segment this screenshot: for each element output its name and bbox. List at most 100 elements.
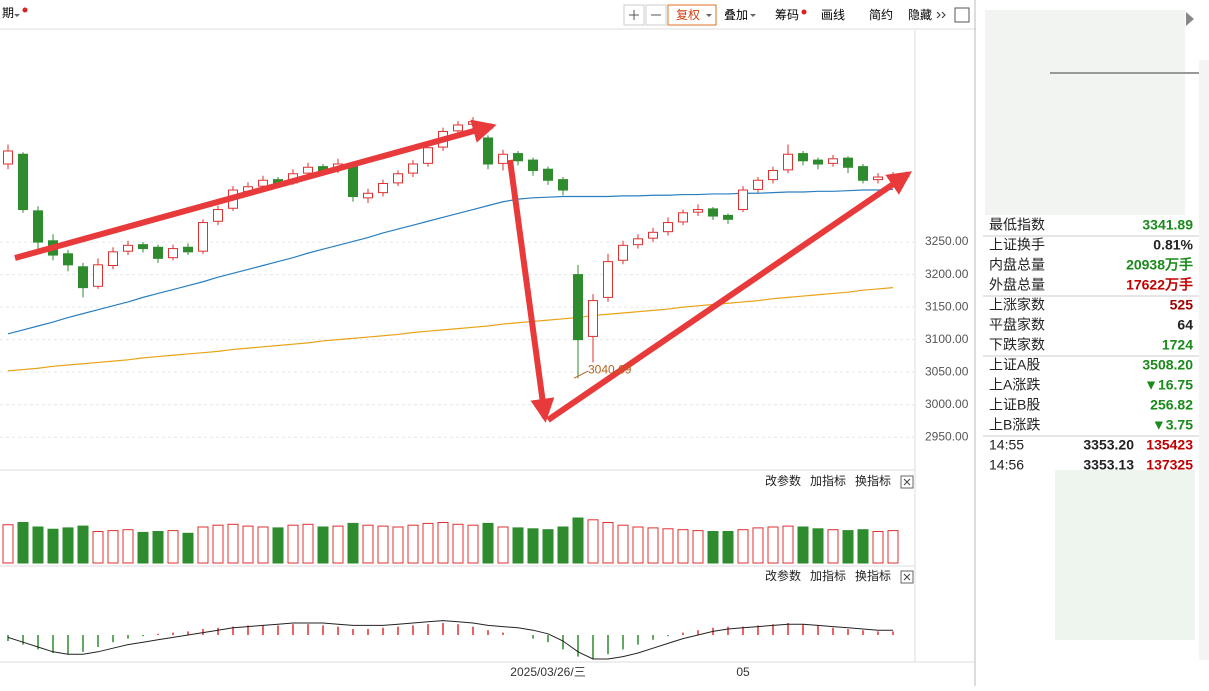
volume-bar (467, 524, 479, 564)
volume-bar (332, 525, 344, 564)
indicator-button[interactable]: 加指标 (810, 568, 846, 583)
volume-bar (752, 527, 764, 564)
volume-bar (677, 529, 689, 564)
low-pointer (573, 370, 589, 379)
volume-bar (2, 524, 14, 564)
tick-time: 14:56 (989, 457, 1024, 473)
volume-bar (872, 531, 884, 564)
y-tick-label: 3000.00 (925, 397, 969, 411)
period-label[interactable]: 期 (2, 6, 14, 20)
quote-value: 1724 (1162, 337, 1193, 353)
quote-value: 64 (1177, 317, 1193, 333)
volume-bar (137, 531, 149, 564)
candle-body (783, 153, 793, 171)
volume-bar (407, 524, 419, 564)
button-label[interactable]: 隐藏 (908, 8, 932, 22)
indicator-button[interactable]: 换指标 (855, 568, 891, 583)
close-icon (903, 478, 911, 486)
quote-label: 上证换手 (989, 237, 1045, 253)
volume-bar (227, 523, 239, 564)
volume-bar (707, 531, 719, 564)
candle-body (18, 153, 28, 211)
quote-value: 256.82 (1150, 397, 1193, 413)
candle-body (618, 244, 628, 261)
quote-value: 525 (1170, 297, 1194, 313)
button-label[interactable]: 叠加 (724, 8, 748, 22)
button-label[interactable]: 简约 (869, 7, 893, 22)
volume-bar (632, 526, 644, 564)
candle-body (123, 244, 133, 252)
candle-body (258, 179, 268, 187)
blurred-area (985, 10, 1185, 215)
volume-bar (572, 517, 584, 564)
toolbar: 复权 叠加 筹码 画线 简约 隐藏 (14, 4, 970, 26)
tick-time: 14:55 (989, 437, 1024, 453)
blurred-area (1055, 470, 1195, 640)
candle-body (558, 179, 568, 191)
candle-body (648, 231, 658, 239)
icon (936, 11, 946, 19)
quote-value: ▼16.75 (1144, 377, 1193, 393)
volume-bar (737, 529, 749, 564)
candle-body (663, 222, 673, 233)
button-label[interactable]: 复权 (676, 8, 700, 22)
arrow (507, 159, 555, 423)
dot (801, 9, 807, 15)
volume-bar (512, 527, 524, 564)
y-tick-label: 3250.00 (925, 234, 969, 248)
candle-body (78, 266, 88, 289)
indicator-button[interactable]: 改参数 (765, 473, 801, 488)
close-icon (903, 573, 911, 581)
volume-bar (422, 522, 434, 564)
candle-body (498, 153, 508, 164)
volume-bar (122, 529, 134, 564)
indicator-button[interactable]: 换指标 (855, 473, 891, 488)
candle-body (138, 244, 148, 250)
indicator-button[interactable]: 改参数 (765, 568, 801, 583)
volume-bar (17, 522, 29, 564)
candle-body (3, 150, 13, 165)
candle-body (408, 163, 418, 174)
candle-body (888, 174, 898, 177)
candle-body (738, 189, 748, 211)
candle-body (378, 183, 388, 194)
candle-body (63, 253, 73, 266)
y-tick-label: 3150.00 (925, 299, 969, 313)
volume-bar (47, 528, 59, 564)
candle-body (858, 166, 868, 181)
candle-body (678, 212, 688, 223)
button-label[interactable]: 画线 (821, 8, 845, 22)
collapse[interactable] (1186, 12, 1194, 26)
quote-label: 最低指数 (989, 217, 1045, 233)
candle-body (93, 264, 103, 287)
candle-body (603, 261, 613, 298)
candle-body (543, 168, 553, 181)
quote-label: 上证A股 (989, 357, 1040, 373)
y-tick-label: 3050.00 (925, 364, 969, 378)
volume-bar (92, 531, 104, 564)
indicator-button[interactable]: 加指标 (810, 473, 846, 488)
volume-bar (317, 526, 329, 564)
button-label[interactable]: 筹码 (775, 8, 799, 22)
volume-bar (107, 530, 119, 564)
fullscreen[interactable] (954, 7, 970, 23)
candle-body (633, 238, 643, 246)
tick-price: 3353.20 (1083, 437, 1134, 453)
button[interactable] (667, 4, 717, 26)
volume-bar (272, 527, 284, 564)
quote-label: 上A涨跌 (989, 377, 1040, 393)
icon (629, 10, 639, 20)
volume-bar (857, 529, 869, 564)
quote-value: ▼3.75 (1152, 417, 1193, 433)
volume-bar (182, 532, 194, 564)
quote-label: 上B涨跌 (989, 417, 1040, 433)
volume-bar (242, 525, 254, 564)
blurred-line (1050, 72, 1200, 74)
candle-body (693, 209, 703, 213)
volume-bar (887, 530, 899, 564)
volume-bar (392, 526, 404, 564)
candle-body (588, 300, 598, 337)
volume-bar (602, 522, 614, 564)
volume-bar (482, 522, 494, 564)
volume-bar (842, 530, 854, 564)
